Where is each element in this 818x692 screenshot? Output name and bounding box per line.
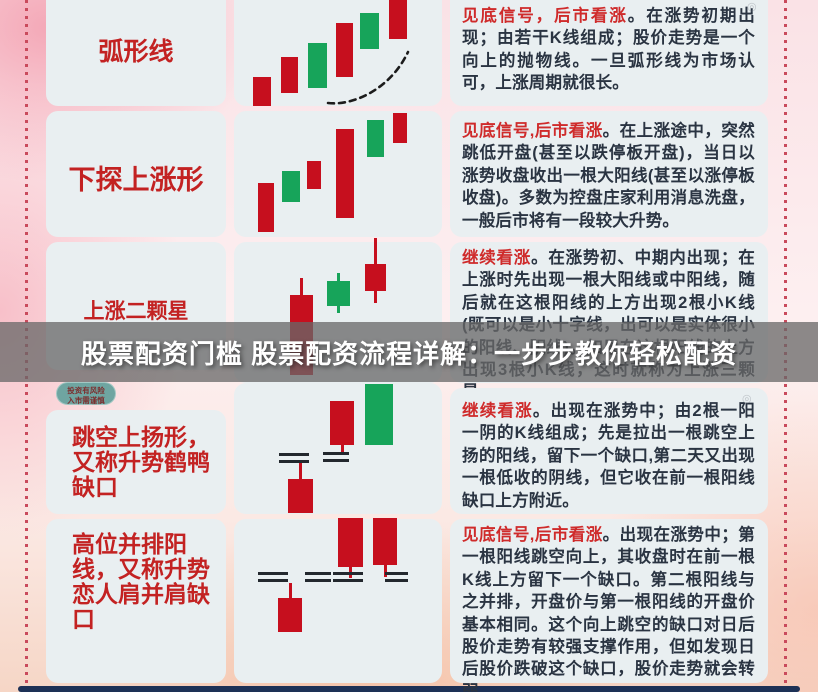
watermark-icon: ◎ xyxy=(742,393,752,405)
pattern-description: 见底信号，后市看涨。在涨势初期出现；由若干K线组成；股价走势是一个向上的抛物线。… xyxy=(450,0,768,95)
pattern-desc-gap-up: 继续看涨。出现在涨势中；由2根一阳一阴的K线组成；先是拉出一根跳空上扬的阳线，留… xyxy=(450,388,768,514)
watermark-icon: ◎ xyxy=(747,1,757,13)
description-text: 。出现在涨势中；第一根阳线跳空向上，其收盘时在前一根K线上方留下一个缺口。第二根… xyxy=(462,526,755,692)
caption-title: 股票配资门槛 股票配资流程详解：一步步教你轻松配资 xyxy=(80,338,738,369)
caption-overlay-band: 股票配资门槛 股票配资流程详解：一步步教你轻松配资 xyxy=(0,322,818,382)
bottom-navy-bar xyxy=(18,686,800,692)
description-text: 。出现在涨势中；由2根一阳一阴的K线组成；先是拉出一根跳空上扬的阳线，留下一个缺… xyxy=(462,402,755,510)
pattern-label-probe-rise: 下探上涨形 xyxy=(46,111,226,237)
pattern-label-arc-line: 弧形线 xyxy=(46,0,226,106)
signal-phrase: 继续看涨 xyxy=(462,402,533,420)
pattern-description: 见底信号,后市看涨。在上涨途中，突然跳低开盘(甚至以跌停板开盘)，当日以涨势收盘… xyxy=(450,111,768,232)
signal-phrase: 继续看涨 xyxy=(462,249,532,267)
description-text: 。在上涨途中，突然跳低开盘(甚至以跌停板开盘)，当日以涨势收盘收出一根大阳线(甚… xyxy=(462,122,755,230)
badge-line1: 投资有风险 xyxy=(67,386,105,395)
pattern-chart-gap-up xyxy=(234,383,442,514)
pattern-name: 跳空上扬形，又称升势鹤鸭缺口 xyxy=(72,424,210,500)
signal-phrase: 见底信号,后市看涨 xyxy=(462,122,603,140)
description-text: 。在涨势初期出现；由若干K线组成；股价走势是一个向上的抛物线。一旦弧形线为市场认… xyxy=(462,7,755,93)
pattern-description: 继续看涨。出现在涨势中；由2根一阳一阴的K线组成；先是拉出一根跳空上扬的阳线，留… xyxy=(450,388,768,512)
pattern-label-parallel-yang: 高位并排阳线，又称升势恋人肩并肩缺口 xyxy=(46,519,226,683)
pattern-desc-parallel-yang: 见底信号,后市看涨。出现在涨势中；第一根阳线跳空向上，其收盘时在前一根K线上方留… xyxy=(450,519,768,692)
pattern-name: 高位并排阳线，又称升势恋人肩并肩缺口 xyxy=(72,531,210,632)
pattern-name: 弧形线 xyxy=(98,38,174,66)
pattern-chart-parallel-yang xyxy=(234,519,442,683)
dashed-arc-annotation xyxy=(326,50,410,105)
pattern-desc-probe-rise: 见底信号,后市看涨。在上涨途中，突然跳低开盘(甚至以跌停板开盘)，当日以涨势收盘… xyxy=(450,111,768,237)
risk-disclaimer-badge: 投资有风险 入市需谨慎 xyxy=(56,382,116,405)
pattern-description: 见底信号,后市看涨。出现在涨势中；第一根阳线跳空向上，其收盘时在前一根K线上方留… xyxy=(450,519,768,692)
pattern-chart-probe-rise xyxy=(234,111,442,237)
pattern-name: 上涨二颗星 xyxy=(83,300,189,323)
pattern-name: 下探上涨形 xyxy=(68,165,204,195)
signal-phrase: 见底信号,后市看涨 xyxy=(462,526,603,544)
signal-phrase: 见底信号，后市看涨 xyxy=(462,7,628,25)
pattern-desc-arc-line: 见底信号，后市看涨。在涨势初期出现；由若干K线组成；股价走势是一个向上的抛物线。… xyxy=(450,0,768,106)
badge-line2: 入市需谨慎 xyxy=(67,395,105,405)
pattern-label-gap-up: 跳空上扬形，又称升势鹤鸭缺口 xyxy=(46,410,226,514)
